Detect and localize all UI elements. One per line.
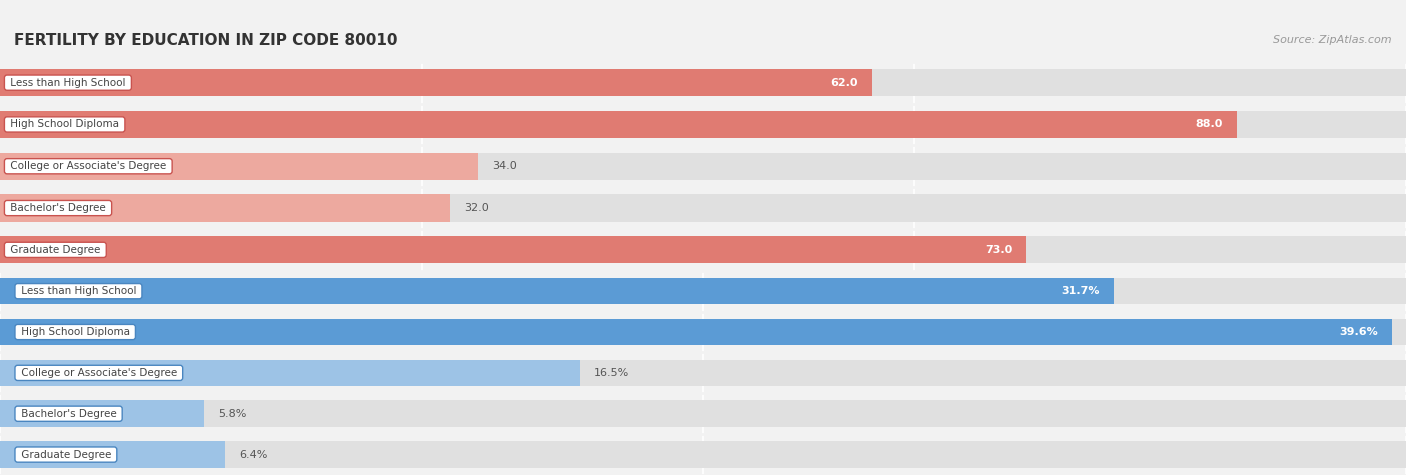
Bar	[0, 194, 1406, 222]
Text: 16.5%: 16.5%	[593, 368, 630, 378]
Text: 32.0: 32.0	[464, 203, 489, 213]
Text: Bachelor's Degree: Bachelor's Degree	[7, 203, 110, 213]
Text: 6.4%: 6.4%	[239, 449, 267, 460]
Text: Less than High School: Less than High School	[7, 77, 129, 88]
Text: Bachelor's Degree: Bachelor's Degree	[17, 408, 120, 419]
Bar	[0, 111, 1237, 138]
Text: FERTILITY BY EDUCATION IN ZIP CODE 80010: FERTILITY BY EDUCATION IN ZIP CODE 80010	[14, 33, 398, 48]
Text: 39.6%: 39.6%	[1339, 327, 1378, 337]
Bar	[0, 400, 204, 427]
Bar	[0, 194, 450, 222]
Bar	[0, 360, 1406, 386]
Bar	[0, 236, 1026, 264]
Text: High School Diploma: High School Diploma	[7, 119, 122, 130]
Text: Graduate Degree: Graduate Degree	[17, 449, 114, 460]
Bar	[0, 152, 478, 180]
Bar	[0, 152, 1406, 180]
Bar	[0, 319, 1392, 345]
Bar	[0, 278, 1406, 304]
Text: Less than High School: Less than High School	[17, 286, 139, 296]
Text: College or Associate's Degree: College or Associate's Degree	[17, 368, 180, 378]
Bar	[0, 236, 1406, 264]
Text: Graduate Degree: Graduate Degree	[7, 245, 104, 255]
Bar	[0, 441, 1406, 468]
Bar	[0, 441, 225, 468]
Text: High School Diploma: High School Diploma	[17, 327, 132, 337]
Bar	[0, 360, 581, 386]
Text: College or Associate's Degree: College or Associate's Degree	[7, 161, 170, 171]
Text: 62.0: 62.0	[830, 77, 858, 88]
Bar	[0, 278, 1114, 304]
Text: Source: ZipAtlas.com: Source: ZipAtlas.com	[1274, 35, 1392, 45]
Bar	[0, 319, 1406, 345]
Text: 34.0: 34.0	[492, 161, 517, 171]
Bar	[0, 69, 1406, 96]
Bar	[0, 69, 872, 96]
Text: 88.0: 88.0	[1197, 119, 1223, 130]
Text: 5.8%: 5.8%	[218, 408, 246, 419]
Text: 73.0: 73.0	[986, 245, 1012, 255]
Bar	[0, 400, 1406, 427]
Text: 31.7%: 31.7%	[1062, 286, 1099, 296]
Bar	[0, 111, 1406, 138]
